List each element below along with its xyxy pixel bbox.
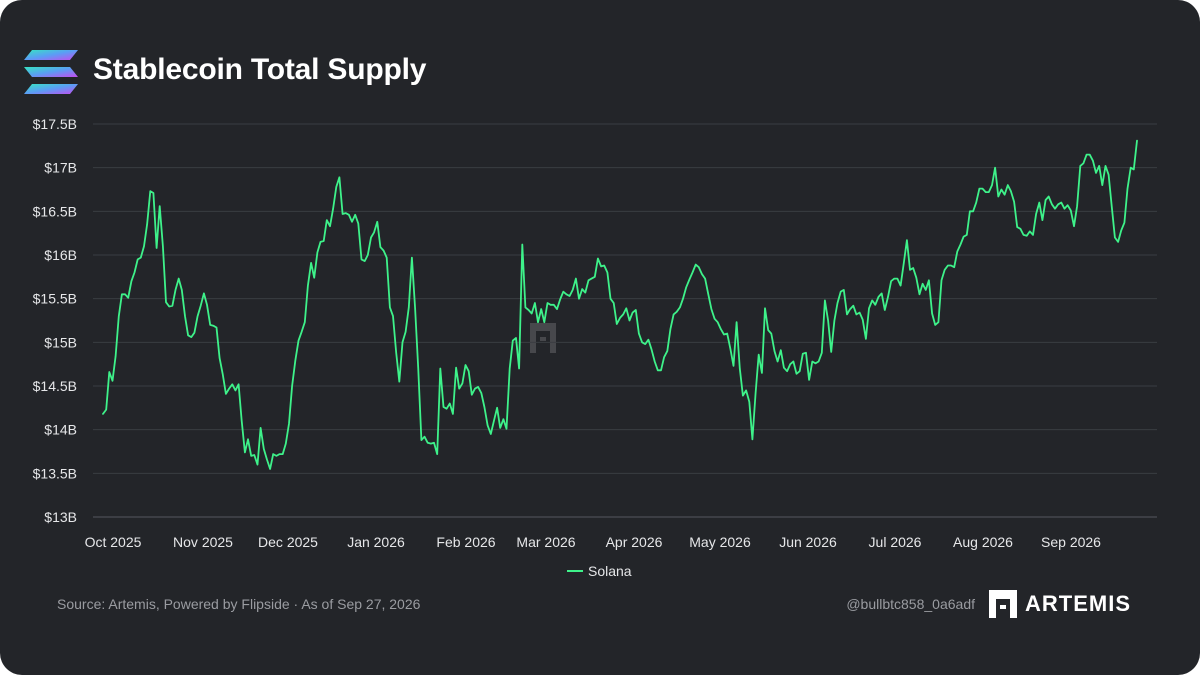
legend-swatch-solana	[567, 570, 583, 572]
legend-label-solana: Solana	[588, 563, 632, 579]
chart-legend[interactable]: Solana	[567, 563, 632, 579]
y-tick-label: $15B	[44, 334, 77, 350]
chart-series	[102, 139, 1138, 470]
x-tick-label: Dec 2025	[258, 534, 318, 550]
source-note: Source: Artemis, Powered by Flipside · A…	[57, 596, 421, 612]
x-tick-label: Jan 2026	[347, 534, 405, 550]
x-tick-label: May 2026	[689, 534, 751, 550]
x-tick-label: Jun 2026	[779, 534, 837, 550]
artemis-brand: ARTEMIS	[989, 590, 1131, 618]
chart-grid	[93, 123, 1157, 518]
y-tick-label: $14.5B	[33, 378, 77, 394]
series-line-solana[interactable]	[102, 139, 1138, 470]
artemis-wordmark: ARTEMIS	[1025, 591, 1131, 616]
y-axis: $13B $13.5B $14B $14.5B $15B $15.5B $16B $16.5B…	[33, 116, 77, 525]
solana-logo-icon	[24, 50, 78, 94]
x-tick-label: Feb 2026	[436, 534, 495, 550]
x-tick-label: Apr 2026	[606, 534, 663, 550]
y-tick-label: $13B	[44, 509, 77, 525]
y-tick-label: $14B	[44, 422, 77, 438]
y-tick-label: $13.5B	[33, 465, 77, 481]
y-tick-label: $16B	[44, 247, 77, 263]
author-handle: @bullbtc858_0a6adf	[846, 596, 975, 612]
x-tick-label: Aug 2026	[953, 534, 1013, 550]
x-tick-label: Jul 2026	[869, 534, 922, 550]
x-tick-label: Oct 2025	[85, 534, 142, 550]
y-tick-label: $16.5B	[33, 203, 77, 219]
artemis-logo-icon	[989, 590, 1017, 618]
chart-title: Stablecoin Total Supply	[93, 53, 427, 86]
x-tick-label: Mar 2026	[516, 534, 575, 550]
y-tick-label: $15.5B	[33, 291, 77, 307]
x-tick-label: Sep 2026	[1041, 534, 1101, 550]
x-axis: Oct 2025 Nov 2025 Dec 2025 Jan 2026 Feb 2026…	[85, 534, 1102, 550]
x-tick-label: Nov 2025	[173, 534, 233, 550]
y-tick-label: $17.5B	[33, 116, 77, 132]
y-tick-label: $17B	[44, 160, 77, 176]
